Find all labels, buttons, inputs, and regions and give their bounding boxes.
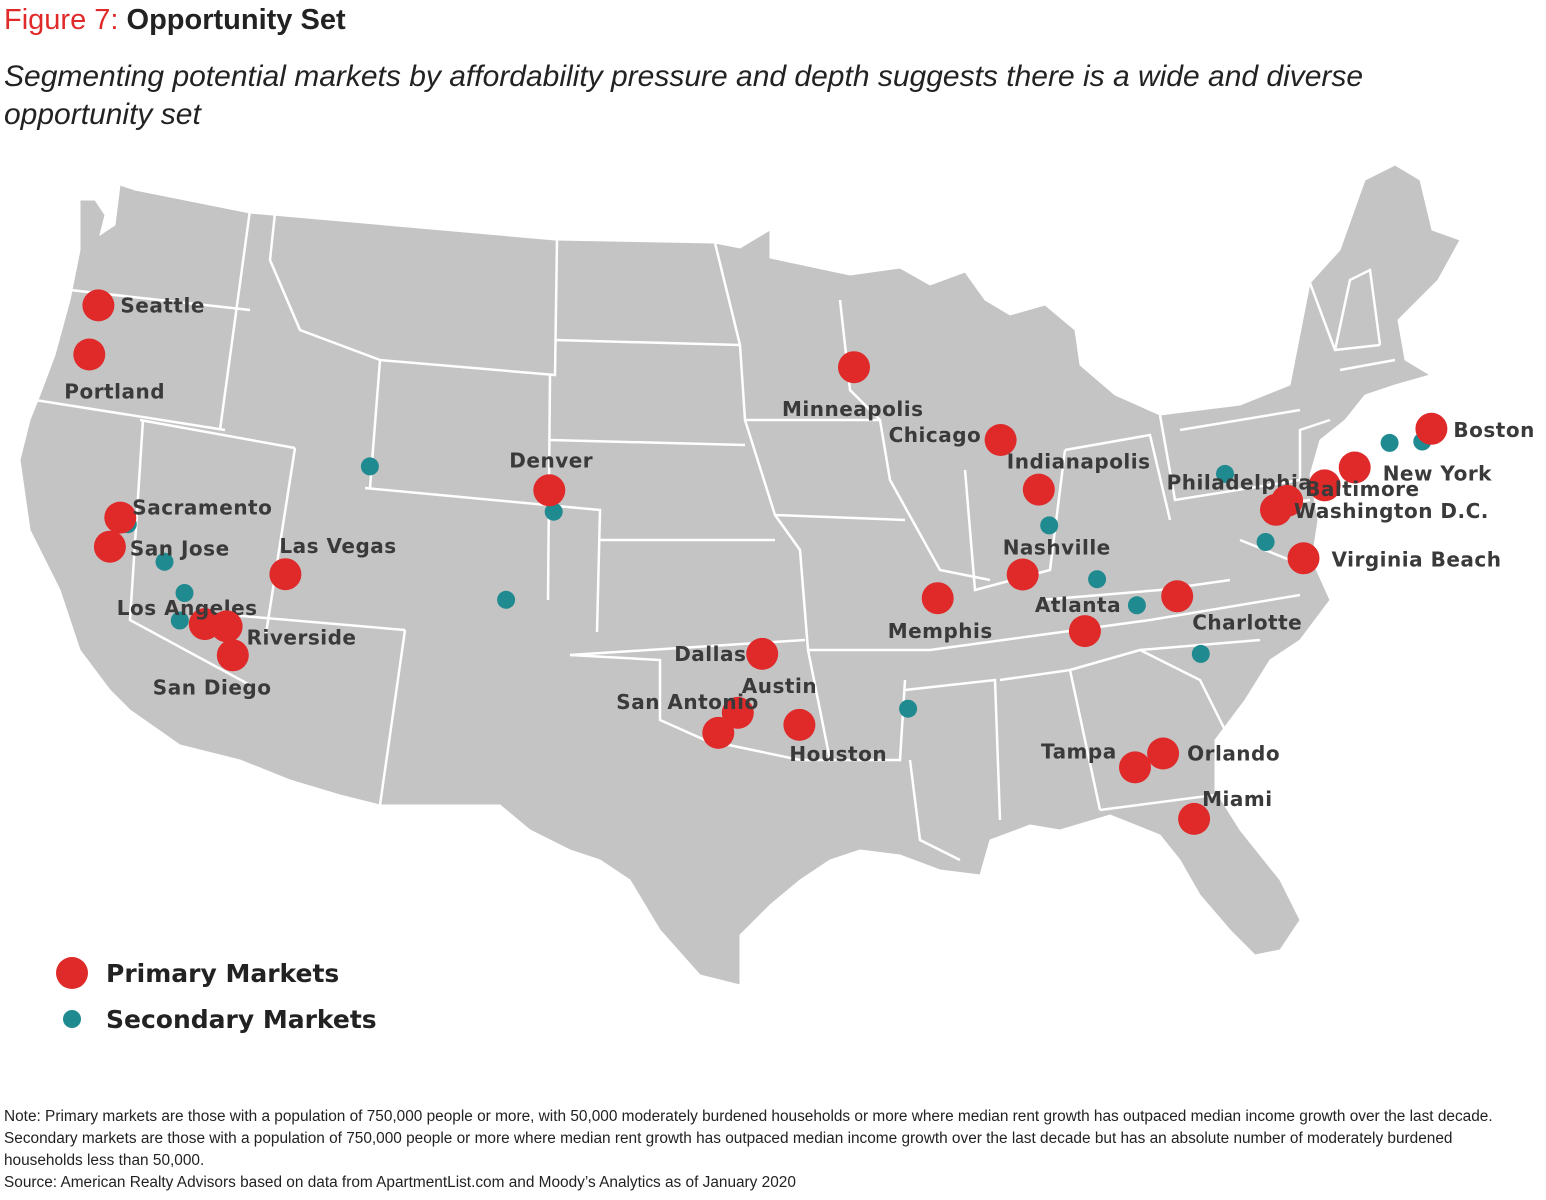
footnotes: Note: Primary markets are those with a p… xyxy=(4,1106,1534,1194)
primary-market-marker-san-antonio xyxy=(702,716,735,749)
figure-label: Figure 7: xyxy=(4,4,119,36)
city-label-charlotte: Charlotte xyxy=(1192,610,1302,634)
primary-market-marker-portland xyxy=(73,338,106,371)
legend-item-primary: Primary Markets xyxy=(56,950,377,996)
city-label-washington-d-c: Washington D.C. xyxy=(1294,499,1489,523)
primary-market-marker-charlotte xyxy=(1161,580,1194,613)
primary-market-marker-miami xyxy=(1178,802,1211,835)
primary-market-marker-seattle xyxy=(82,289,115,322)
city-label-miami: Miami xyxy=(1202,787,1272,811)
secondary-market-marker xyxy=(497,590,516,609)
city-label-denver: Denver xyxy=(509,448,593,472)
south-borders xyxy=(904,638,1261,862)
note-text: Note: Primary markets are those with a p… xyxy=(4,1108,1493,1169)
primary-market-marker-boston xyxy=(1415,412,1448,445)
primary-marker-icon xyxy=(56,957,88,989)
city-label-san-diego: San Diego xyxy=(153,675,272,699)
primary-market-marker-sacramento xyxy=(104,501,137,534)
primary-market-marker-memphis xyxy=(921,582,954,615)
primary-market-marker-denver xyxy=(533,474,566,507)
city-label-atlanta: Atlanta xyxy=(1035,593,1121,617)
secondary-marker-icon xyxy=(63,1010,81,1028)
west-coast-borders xyxy=(34,209,406,687)
city-label-new-york: New York xyxy=(1383,462,1492,486)
secondary-market-marker xyxy=(175,584,194,602)
secondary-market-marker xyxy=(155,552,174,571)
primary-market-marker-orlando xyxy=(1147,737,1180,770)
primary-market-marker-san-diego xyxy=(216,639,249,672)
primary-markets: Seattle Portland Sacramento San Jose Las Veg… xyxy=(64,289,1534,835)
primary-market-marker-las-vegas xyxy=(269,558,302,591)
secondary-market-marker xyxy=(360,457,379,476)
us-landmass xyxy=(19,164,1461,986)
primary-market-marker-tampa xyxy=(1119,751,1151,784)
legend-item-secondary: Secondary Markets xyxy=(56,996,377,1042)
figure-title-text: Opportunity Set xyxy=(126,4,346,36)
primary-market-marker-minneapolis xyxy=(838,351,870,384)
city-label-dallas: Dallas xyxy=(674,642,746,666)
secondary-market-marker xyxy=(899,699,918,718)
primary-market-marker-dallas xyxy=(746,637,779,670)
secondary-market-marker xyxy=(1127,596,1146,615)
secondary-market-marker xyxy=(1380,433,1399,452)
primary-market-marker-austin xyxy=(721,696,754,729)
primary-market-marker-san-jose xyxy=(93,530,126,563)
figure-subtitle: Segmenting potential markets by affordab… xyxy=(4,60,1364,131)
city-label-boston: Boston xyxy=(1453,418,1534,442)
city-label-austin: Austin xyxy=(742,674,817,698)
primary-market-marker-nashville xyxy=(1006,558,1039,591)
legend: Primary Markets Secondary Markets xyxy=(56,950,377,1042)
primary-market-marker-new-york xyxy=(1338,451,1371,484)
primary-market-marker-washington-d-c xyxy=(1260,493,1292,526)
secondary-market-marker xyxy=(1256,533,1275,551)
primary-market-marker-atlanta xyxy=(1068,615,1101,648)
secondary-market-marker xyxy=(1216,464,1234,483)
primary-market-marker-philadelphia xyxy=(1308,469,1341,502)
city-label-chicago: Chicago xyxy=(889,423,982,447)
city-label-riverside: Riverside xyxy=(247,625,357,649)
city-label-minneapolis: Minneapolis xyxy=(782,397,923,421)
city-label-virginia-beach: Virginia Beach xyxy=(1332,547,1502,571)
city-label-san-antonio: San Antonio xyxy=(616,690,758,714)
city-label-portland: Portland xyxy=(64,380,165,404)
city-label-nashville: Nashville xyxy=(1003,536,1111,560)
primary-market-marker-riverside xyxy=(210,610,243,643)
secondary-market-marker xyxy=(1040,516,1059,535)
city-label-orlando: Orlando xyxy=(1187,742,1280,766)
secondary-market-marker xyxy=(1191,644,1210,663)
city-label-las-vegas: Las Vegas xyxy=(279,534,396,558)
city-label-houston: Houston xyxy=(789,742,887,766)
city-label-tampa: Tampa xyxy=(1041,739,1117,763)
legend-primary-label: Primary Markets xyxy=(106,958,340,988)
city-label-seattle: Seattle xyxy=(120,293,205,317)
city-label-indianapolis: Indianapolis xyxy=(1007,450,1151,474)
central-borders xyxy=(569,242,930,762)
city-label-memphis: Memphis xyxy=(888,619,993,643)
primary-market-marker-houston xyxy=(783,708,816,741)
secondary-market-marker xyxy=(170,611,189,630)
city-label-sacramento: Sacramento xyxy=(132,496,272,520)
secondary-market-marker xyxy=(1088,570,1107,589)
primary-market-marker-indianapolis xyxy=(1022,473,1055,506)
primary-market-marker-chicago xyxy=(984,424,1017,456)
city-label-san-jose: San Jose xyxy=(130,537,230,561)
secondary-market-marker xyxy=(544,502,563,521)
us-outline xyxy=(19,164,1461,986)
source-text: Source: American Realty Advisors based o… xyxy=(4,1174,796,1191)
figure-title: Figure 7: Opportunity Set xyxy=(4,4,346,37)
city-label-baltimore: Baltimore xyxy=(1305,477,1420,501)
legend-secondary-label: Secondary Markets xyxy=(106,1004,377,1034)
primary-market-marker-virginia-beach xyxy=(1287,542,1320,575)
